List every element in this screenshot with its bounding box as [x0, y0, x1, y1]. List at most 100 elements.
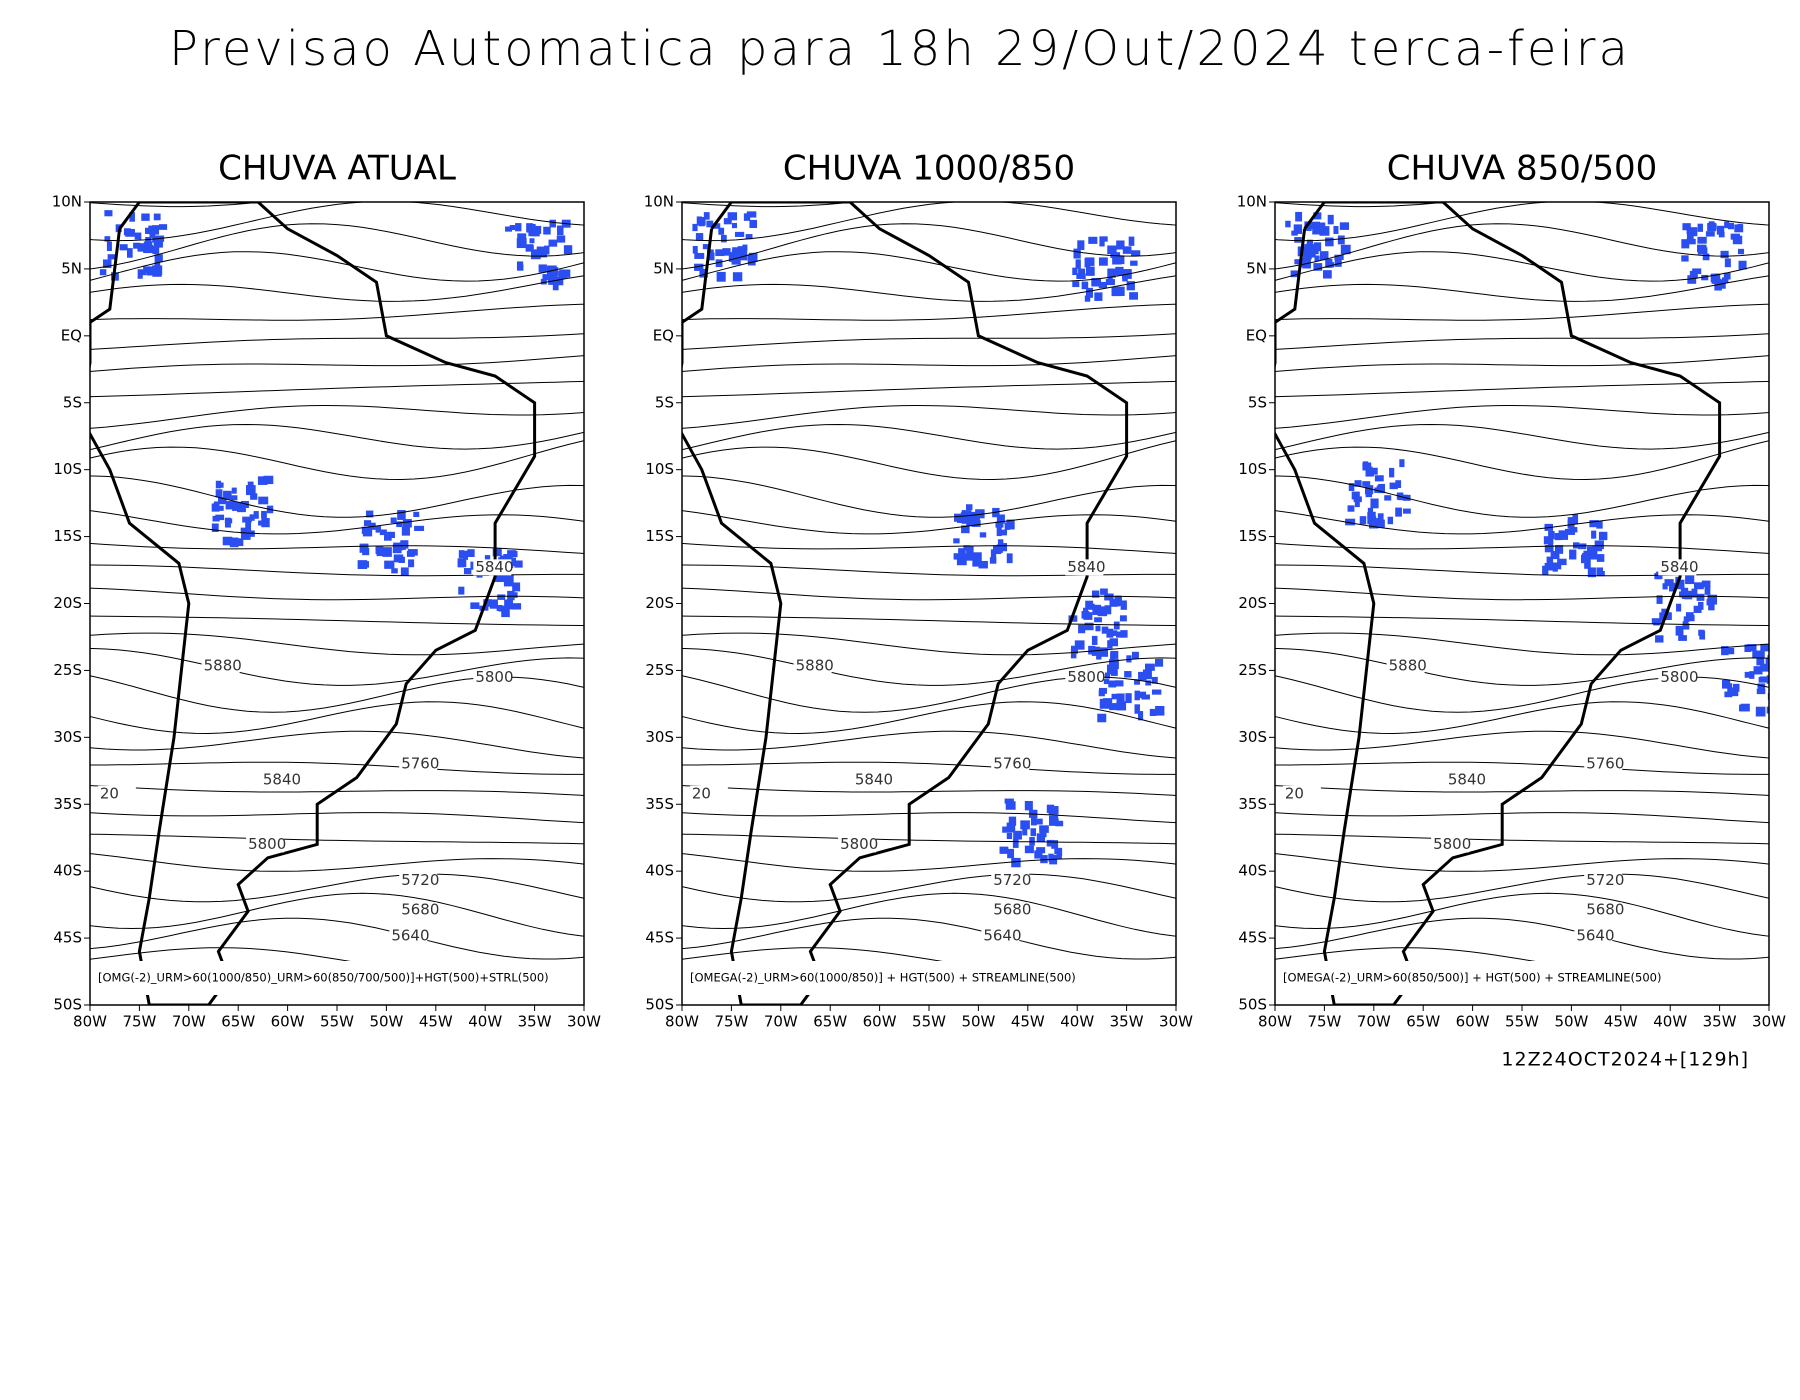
rain-patch [1730, 233, 1740, 240]
rain-patch [1116, 701, 1127, 711]
rain-patch [1554, 545, 1564, 554]
rain-patch [1116, 240, 1125, 250]
rain-patch [712, 223, 721, 229]
x-tick-label: 70W [764, 1013, 798, 1031]
rain-patch [540, 278, 547, 285]
rain-patch [1702, 253, 1710, 261]
contour-label: 5640 [1576, 926, 1614, 944]
y-tick-label: 5N [653, 259, 674, 277]
rain-patch [413, 511, 420, 517]
rain-patch [400, 540, 409, 549]
streamline [682, 587, 1176, 601]
rain-patch [1112, 255, 1122, 265]
rain-patch [258, 496, 269, 505]
rain-patch [1294, 237, 1302, 243]
rain-patch [961, 516, 969, 524]
rain-patch [1085, 257, 1095, 266]
x-tick-label: 80W [73, 1013, 107, 1031]
rain-patch [715, 249, 725, 257]
rain-patch [1078, 268, 1086, 279]
rain-patch [732, 272, 743, 282]
rain-patch [1333, 225, 1339, 235]
rain-patch [99, 269, 107, 276]
streamline [90, 275, 584, 302]
rain-patch [1370, 498, 1379, 509]
rain-patch [1327, 214, 1334, 225]
rain-patch [1737, 248, 1745, 255]
streamline [90, 632, 584, 656]
rain-patch [961, 510, 972, 520]
rain-patch [1151, 689, 1162, 695]
rain-patch [958, 548, 966, 558]
streamline [90, 333, 584, 350]
rain-patch [535, 225, 542, 234]
rain-patch [1596, 567, 1604, 575]
y-tick-label: 20S [645, 594, 674, 612]
rain-patch [1765, 658, 1769, 668]
rain-patch [692, 246, 698, 254]
rain-patch [1007, 823, 1015, 830]
rain-patch [1116, 286, 1125, 296]
streamline [682, 223, 1176, 270]
rain-patch [1722, 679, 1731, 689]
streamline [1275, 223, 1769, 270]
map-panel: CHUVA ATUAL 5840 5880 5800 5760 5840 20 5800 572… [52, 149, 601, 1031]
rain-patch [1101, 626, 1109, 634]
rain-patch [1124, 671, 1132, 678]
streamline [682, 761, 1176, 775]
rain-patch [1710, 273, 1721, 283]
rain-patch [516, 238, 527, 249]
rain-patch [1106, 664, 1114, 675]
streamline [1275, 303, 1769, 321]
rain-patch [1030, 816, 1037, 826]
rain-patch [1359, 516, 1367, 525]
rain-patch [391, 568, 398, 574]
streamline [90, 812, 584, 824]
streamline [1275, 355, 1769, 372]
rain-patch [1365, 487, 1373, 498]
rain-patch [1084, 295, 1091, 302]
rain-patch [1709, 223, 1717, 230]
x-tick-label: 35W [1110, 1013, 1144, 1031]
rain-patch [1073, 248, 1081, 259]
streamline [1275, 202, 1769, 242]
rain-patch [1084, 622, 1094, 631]
x-tick-label: 50W [369, 1013, 403, 1031]
rain-patch [966, 504, 973, 511]
rain-patch [1552, 562, 1558, 572]
rain-patch [507, 550, 516, 557]
rain-patch [1097, 606, 1108, 617]
rain-patch [1374, 475, 1384, 482]
streamline [682, 647, 1176, 686]
rain-patch [1693, 605, 1702, 613]
streamline [90, 202, 267, 208]
rain-patch [1746, 644, 1757, 652]
rain-patch [1072, 281, 1080, 288]
rain-patch [1114, 680, 1124, 687]
rain-patch [1723, 272, 1731, 280]
contour-label: 5680 [993, 901, 1031, 919]
rain-patch [1718, 231, 1725, 238]
rain-patch [1389, 467, 1395, 478]
rain-patch [529, 238, 535, 244]
streamline [90, 917, 584, 960]
rain-patch [1362, 462, 1372, 471]
y-tick-label: 45S [53, 929, 82, 947]
y-tick-label: 50S [1238, 996, 1267, 1014]
rain-patch [237, 503, 246, 513]
rain-patch [1099, 240, 1105, 247]
rain-patch [1008, 816, 1017, 826]
caption-box [1275, 961, 1769, 995]
rain-patch [558, 270, 565, 280]
x-tick-label: 30W [1159, 1013, 1193, 1031]
x-tick-label: 30W [567, 1013, 601, 1031]
streamline [682, 632, 1176, 656]
rain-patch [1085, 266, 1095, 276]
rain-patch [1726, 683, 1733, 689]
rain-patch [1036, 847, 1046, 854]
x-tick-label: 35W [1703, 1013, 1737, 1031]
contour-label: 5880 [1389, 657, 1427, 675]
rain-patch [229, 537, 239, 548]
map-panel: CHUVA 850/500584058805800576058402058005… [1237, 149, 1786, 1031]
rain-patch [493, 574, 502, 582]
